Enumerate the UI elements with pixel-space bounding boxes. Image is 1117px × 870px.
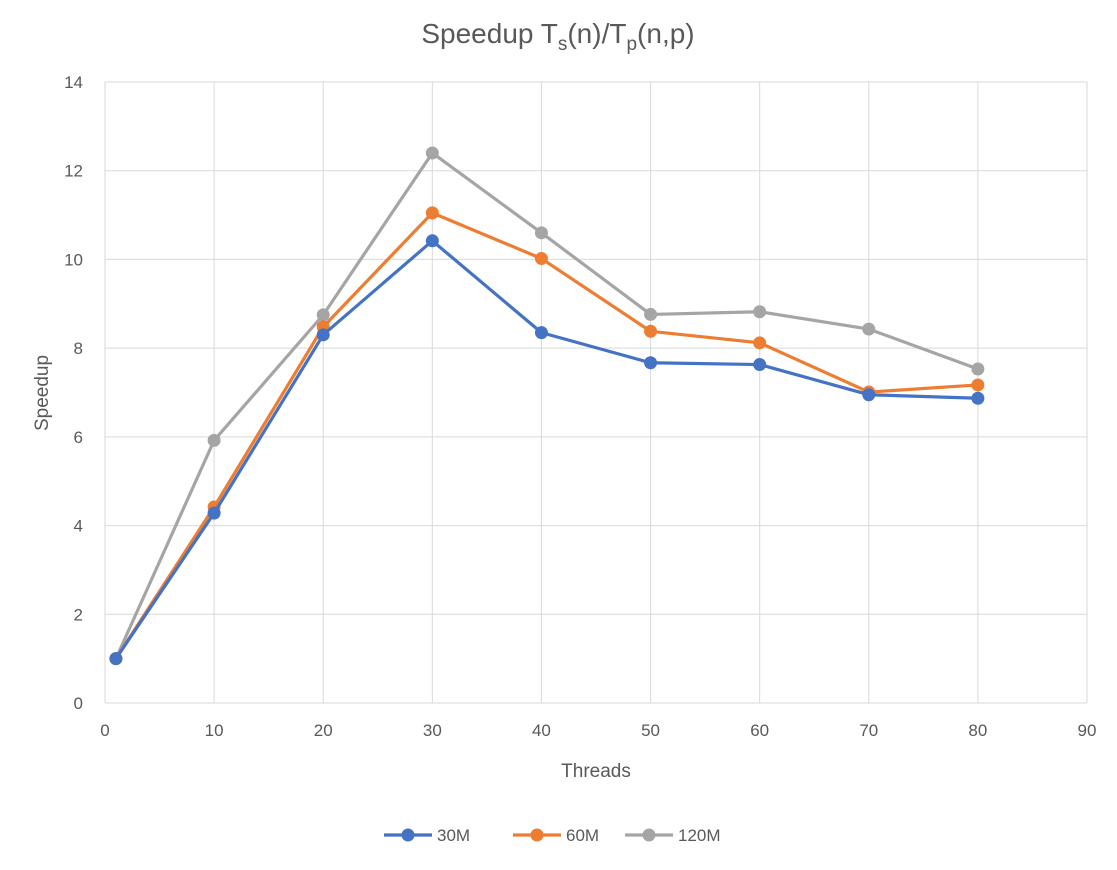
data-point-120M [753, 305, 767, 319]
series-120M [109, 146, 985, 666]
series-60M [109, 206, 985, 666]
gridlines [104, 81, 1088, 704]
data-point-120M [534, 226, 548, 240]
x-tick-label: 20 [314, 721, 333, 740]
chart-title: Speedup Ts(n)/Tp(n,p) [421, 18, 694, 55]
legend-marker [530, 828, 544, 842]
data-point-30M [753, 358, 767, 372]
x-tick-label: 30 [423, 721, 442, 740]
data-point-30M [109, 652, 123, 666]
data-point-120M [644, 307, 658, 321]
y-tick-label: 4 [74, 517, 83, 536]
data-point-30M [644, 356, 658, 370]
y-tick-label: 6 [74, 428, 83, 447]
legend-label: 120M [678, 826, 721, 845]
x-tick-label: 50 [641, 721, 660, 740]
data-point-60M [644, 324, 658, 338]
data-point-30M [534, 326, 548, 340]
data-point-120M [425, 146, 439, 160]
legend-marker [401, 828, 415, 842]
data-point-30M [316, 328, 330, 342]
x-tick-label: 70 [859, 721, 878, 740]
data-point-60M [753, 336, 767, 350]
y-axis-label: Speedup [32, 355, 53, 431]
data-point-60M [425, 206, 439, 220]
data-point-120M [971, 362, 985, 376]
series-line-60M [114, 211, 980, 661]
data-point-60M [534, 252, 548, 266]
y-tick-label: 10 [64, 250, 83, 269]
legend-marker [642, 828, 656, 842]
series-line-120M [114, 151, 980, 661]
x-tick-label: 90 [1078, 721, 1097, 740]
x-tick-label: 80 [968, 721, 987, 740]
legend-item-60M: 60M [513, 826, 599, 845]
data-point-30M [207, 506, 221, 520]
data-point-120M [207, 433, 221, 447]
data-point-30M [862, 388, 876, 402]
series-group [109, 146, 985, 666]
axes: 0 2 4 6 8 10 12 14 0 10 20 30 40 50 60 70 80 90 [64, 73, 1096, 740]
legend-label: 60M [566, 826, 599, 845]
series-30M [109, 234, 985, 666]
legend-item-120M: 120M [625, 826, 721, 845]
data-point-30M [425, 234, 439, 248]
series-line-30M [114, 239, 980, 661]
data-point-60M [971, 378, 985, 392]
y-tick-label: 2 [74, 605, 83, 624]
x-axis-label: Threads [561, 761, 631, 782]
x-tick-label: 10 [205, 721, 224, 740]
y-tick-label: 8 [74, 339, 83, 358]
data-point-120M [862, 322, 876, 336]
data-point-30M [971, 391, 985, 405]
y-tick-label: 14 [64, 73, 83, 92]
legend-label: 30M [437, 826, 470, 845]
x-tick-label: 40 [532, 721, 551, 740]
legend: 30M 60M 120M [384, 826, 721, 845]
y-tick-label: 12 [64, 162, 83, 181]
x-tick-label: 0 [100, 721, 109, 740]
data-point-120M [316, 308, 330, 322]
y-tick-label: 0 [74, 694, 83, 713]
legend-item-30M: 30M [384, 826, 470, 845]
x-tick-label: 60 [750, 721, 769, 740]
